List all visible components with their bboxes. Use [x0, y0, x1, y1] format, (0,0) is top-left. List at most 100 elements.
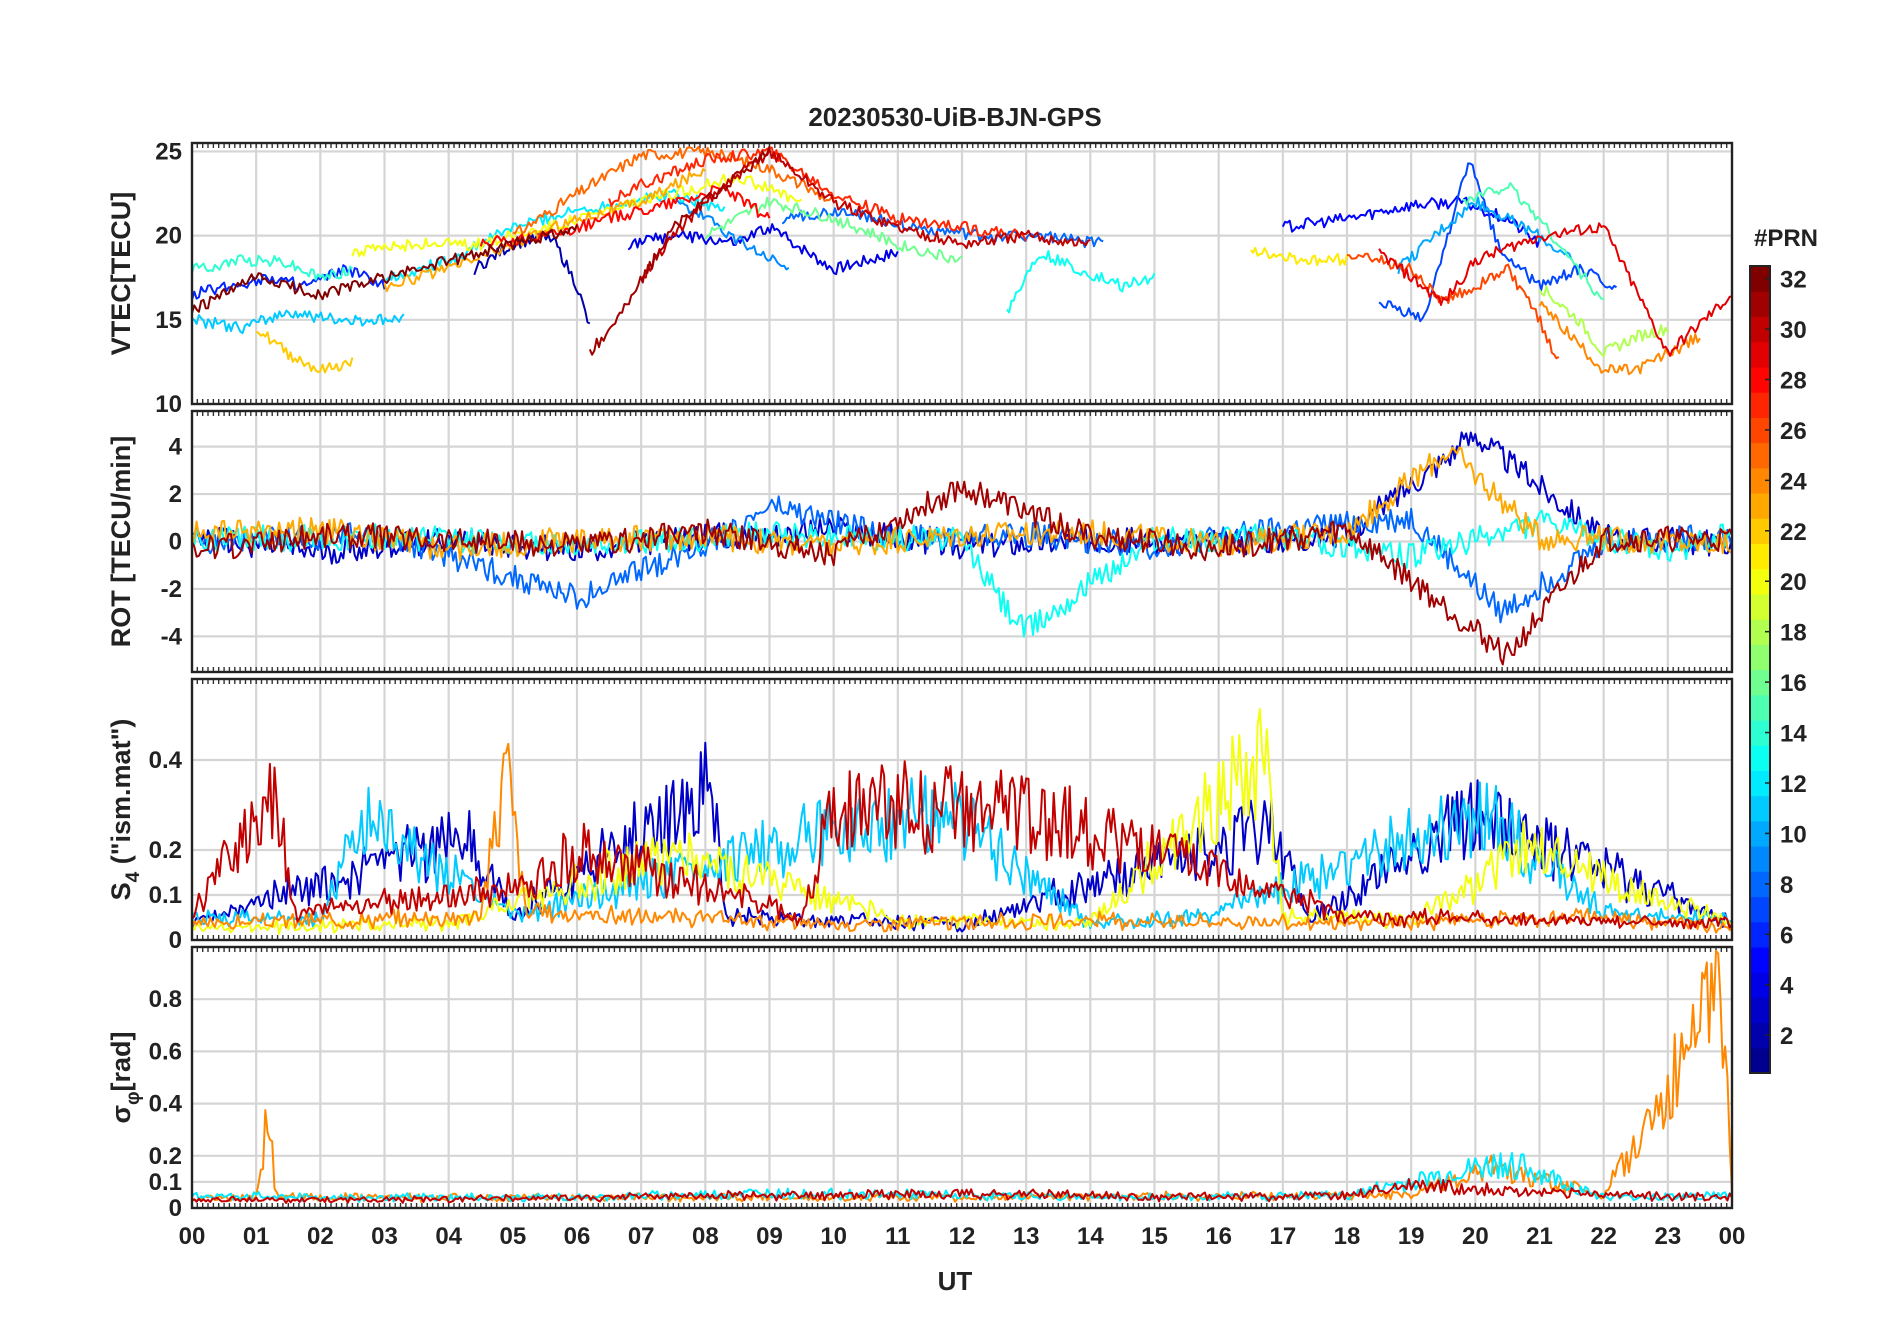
- y-tick-label: 0.1: [149, 1169, 182, 1196]
- colorbar-segment: [1750, 946, 1770, 973]
- x-tick-label: 06: [564, 1223, 591, 1250]
- y-tick-label: 25: [155, 138, 182, 165]
- x-tick-label: 14: [1077, 1223, 1104, 1250]
- colorbar-segment: [1750, 1047, 1770, 1074]
- x-tick-label: 13: [1013, 1223, 1040, 1250]
- colorbar-tick-label: 26: [1780, 418, 1807, 445]
- x-tick-label: 10: [820, 1223, 847, 1250]
- y-axis-label: σφ[rad]: [106, 1031, 144, 1123]
- series-line-prn-18: [1538, 285, 1669, 358]
- x-tick-label: 12: [949, 1223, 976, 1250]
- y-tick-label: 0.4: [149, 1091, 183, 1118]
- x-axis-label: UT: [938, 1266, 973, 1296]
- x-tick-label: 21: [1526, 1223, 1553, 1250]
- y-axis-label-subscript: φ: [123, 1091, 144, 1105]
- colorbar-tick-label: 10: [1780, 821, 1807, 848]
- x-tick-label: 00: [179, 1223, 206, 1250]
- colorbar-segment: [1750, 644, 1770, 671]
- colorbar-tick-label: 16: [1780, 670, 1807, 697]
- panel-frame: [190, 677, 1734, 942]
- series-line-prn-30: [192, 1178, 1732, 1204]
- series-line-prn-7: [1378, 162, 1617, 323]
- series-line-prn-32: [192, 224, 578, 314]
- colorbar-segment: [1750, 366, 1770, 393]
- series-line-prn-31: [588, 145, 771, 356]
- colorbar-tick-label: 28: [1780, 367, 1807, 394]
- colorbar-segment: [1750, 997, 1770, 1024]
- panel-rot: -4 -2 0 2 4 ROT [TECU/min]: [106, 409, 1734, 674]
- series-line-prn-13: [1006, 250, 1156, 314]
- x-tick-label: 19: [1398, 1223, 1425, 1250]
- y-tick-label: 0: [169, 927, 182, 954]
- series-line-prn-14: [192, 254, 353, 281]
- series-line-prn-16: [704, 196, 963, 264]
- colorbar-segment: [1750, 316, 1770, 343]
- y-tick-label: -2: [161, 576, 182, 603]
- series-line-prn-23: [383, 168, 706, 293]
- panel-frame: [190, 409, 1734, 674]
- y-tick-label: 0.1: [149, 882, 182, 909]
- colorbar-tick-label: 30: [1780, 317, 1807, 344]
- series-line-prn-22: [255, 330, 354, 374]
- series-line-prn-3: [192, 741, 1732, 933]
- y-tick-label: 0.6: [149, 1038, 182, 1065]
- x-tick-label: 15: [1141, 1223, 1168, 1250]
- series-line-prn-26: [1346, 252, 1560, 360]
- series-line-prn-24: [1538, 301, 1701, 376]
- y-tick-label: 0: [169, 529, 182, 556]
- series-line-prn-15: [1462, 182, 1604, 300]
- colorbar-tick-label: 8: [1780, 872, 1793, 899]
- x-tick-label: 18: [1334, 1223, 1361, 1250]
- colorbar-tick-label: 4: [1780, 973, 1794, 1000]
- colorbar-segment: [1750, 719, 1770, 746]
- panel-sigma-phi: 00.10.20.40.60.8σφ[rad]: [106, 945, 1734, 1222]
- y-tick-label: 0: [169, 1195, 182, 1222]
- x-tick-label: 03: [371, 1223, 398, 1250]
- series-line-prn-8: [192, 495, 1732, 624]
- series-line-prn-21: [1250, 246, 1348, 267]
- colorbar-segment: [1750, 745, 1770, 771]
- series-line-prn-25: [512, 145, 835, 235]
- y-axis-label: S4 ("ism.mat"): [106, 719, 144, 901]
- colorbar-segment: [1750, 291, 1770, 318]
- y-tick-label: 4: [169, 434, 183, 461]
- y-axis-label: VTEC[TECU]: [106, 192, 136, 356]
- x-tick-label: 08: [692, 1223, 719, 1250]
- colorbar-tick-label: 32: [1780, 267, 1807, 294]
- y-tick-label: 0.2: [149, 1143, 182, 1170]
- y-tick-label: -4: [161, 623, 183, 650]
- series-line-prn-11: [192, 309, 405, 335]
- y-axis-label-main: S: [106, 882, 136, 900]
- series-line-prn-24: [192, 742, 1732, 934]
- colorbar-tick-label: 20: [1780, 569, 1807, 596]
- series-line-prn-30: [640, 147, 1091, 281]
- colorbar-segment: [1750, 417, 1770, 444]
- x-tick-label: 22: [1590, 1223, 1617, 1250]
- series-group: [192, 949, 1732, 1204]
- series-line-prn-24: [192, 949, 1732, 1203]
- colorbar-segment: [1750, 266, 1770, 292]
- colorbar-segment: [1750, 593, 1770, 620]
- series-line-prn-6: [192, 264, 386, 301]
- series-line-prn-4: [627, 223, 899, 276]
- x-tick-label: 11: [885, 1223, 910, 1250]
- y-axis-label: ROT [TECU/min]: [106, 436, 136, 647]
- colorbar-segment: [1750, 518, 1770, 545]
- x-tick-label: 23: [1654, 1223, 1681, 1250]
- colorbar-tick-label: 6: [1780, 922, 1793, 949]
- y-axis-label-main: σ: [106, 1105, 136, 1123]
- y-tick-label: 0.2: [149, 837, 182, 864]
- chart-title: 20230530-UiB-BJN-GPS: [808, 102, 1101, 132]
- panel-frame: [190, 141, 1734, 406]
- colorbar-label: #PRN: [1754, 225, 1818, 252]
- series-line-prn-5: [1281, 195, 1541, 248]
- panel-s4: 00.10.20.4S4 ("ism.mat"): [106, 677, 1734, 954]
- colorbar-tick-label: 14: [1780, 721, 1807, 748]
- colorbar-segment: [1750, 341, 1770, 368]
- colorbar-tick-label: 2: [1780, 1023, 1793, 1050]
- panel-vtec: 10 15 20 25 VTEC[TECU]: [106, 138, 1734, 418]
- colorbar-segment: [1750, 492, 1770, 519]
- colorbar-segment: [1750, 896, 1770, 923]
